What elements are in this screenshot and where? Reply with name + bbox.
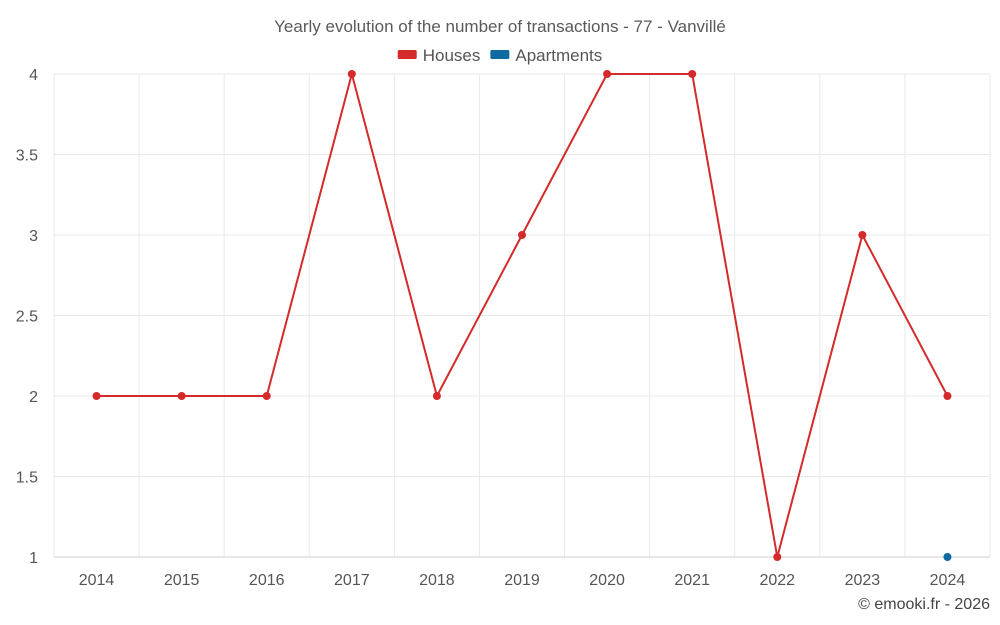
x-axis: 2014 2015 2016 2017 2018 2019 2020 2021 2022 2023… bbox=[54, 556, 990, 589]
data-point-houses bbox=[177, 392, 186, 400]
y-tick-label: 1.5 bbox=[16, 470, 38, 487]
x-tick-label: 2018 bbox=[419, 572, 455, 589]
x-tick-label: 2017 bbox=[334, 572, 370, 589]
legend-item-apartments[interactable]: Apartments bbox=[490, 46, 602, 65]
y-tick-label: 2 bbox=[29, 389, 38, 406]
x-tick-label: 2015 bbox=[164, 572, 200, 589]
x-tick-label: 2021 bbox=[674, 572, 710, 589]
data-point-houses bbox=[262, 392, 271, 400]
data-point-apartments bbox=[943, 553, 952, 561]
y-axis: 1 1.5 2 2.5 3 3.5 4 bbox=[16, 67, 38, 567]
data-point-houses bbox=[432, 392, 441, 400]
data-point-houses bbox=[773, 553, 782, 561]
y-tick-label: 2.5 bbox=[16, 309, 38, 326]
data-point-houses bbox=[858, 231, 867, 239]
data-point-houses bbox=[603, 70, 612, 78]
y-tick-label: 1 bbox=[29, 550, 38, 567]
data-point-houses bbox=[943, 392, 952, 400]
credit-text: © emooki.fr - 2026 bbox=[858, 596, 990, 613]
x-tick-label: 2023 bbox=[845, 572, 881, 589]
data-point-houses bbox=[688, 70, 697, 78]
data-point-houses bbox=[518, 231, 526, 239]
legend-item-houses[interactable]: Houses bbox=[397, 46, 481, 65]
data-point-houses bbox=[347, 70, 356, 78]
legend-swatch-apartments bbox=[490, 50, 510, 59]
y-tick-label: 4 bbox=[29, 67, 38, 84]
x-tick-label: 2014 bbox=[79, 572, 115, 589]
legend: Houses Apartments bbox=[397, 46, 602, 65]
legend-label: Houses bbox=[423, 46, 481, 65]
x-tick-label: 2020 bbox=[589, 572, 625, 589]
legend-label: Apartments bbox=[515, 46, 602, 65]
legend-swatch-houses bbox=[397, 50, 417, 59]
x-tick-label: 2024 bbox=[930, 572, 966, 589]
y-tick-label: 3.5 bbox=[16, 148, 38, 165]
y-tick-label: 3 bbox=[29, 228, 38, 245]
x-tick-label: 2016 bbox=[249, 572, 285, 589]
chart-title: Yearly evolution of the number of transa… bbox=[274, 17, 726, 36]
x-tick-label: 2022 bbox=[759, 572, 795, 589]
grid bbox=[53, 73, 991, 558]
series-layer bbox=[92, 70, 952, 561]
data-point-houses bbox=[92, 392, 101, 400]
x-tick-label: 2019 bbox=[504, 572, 540, 589]
